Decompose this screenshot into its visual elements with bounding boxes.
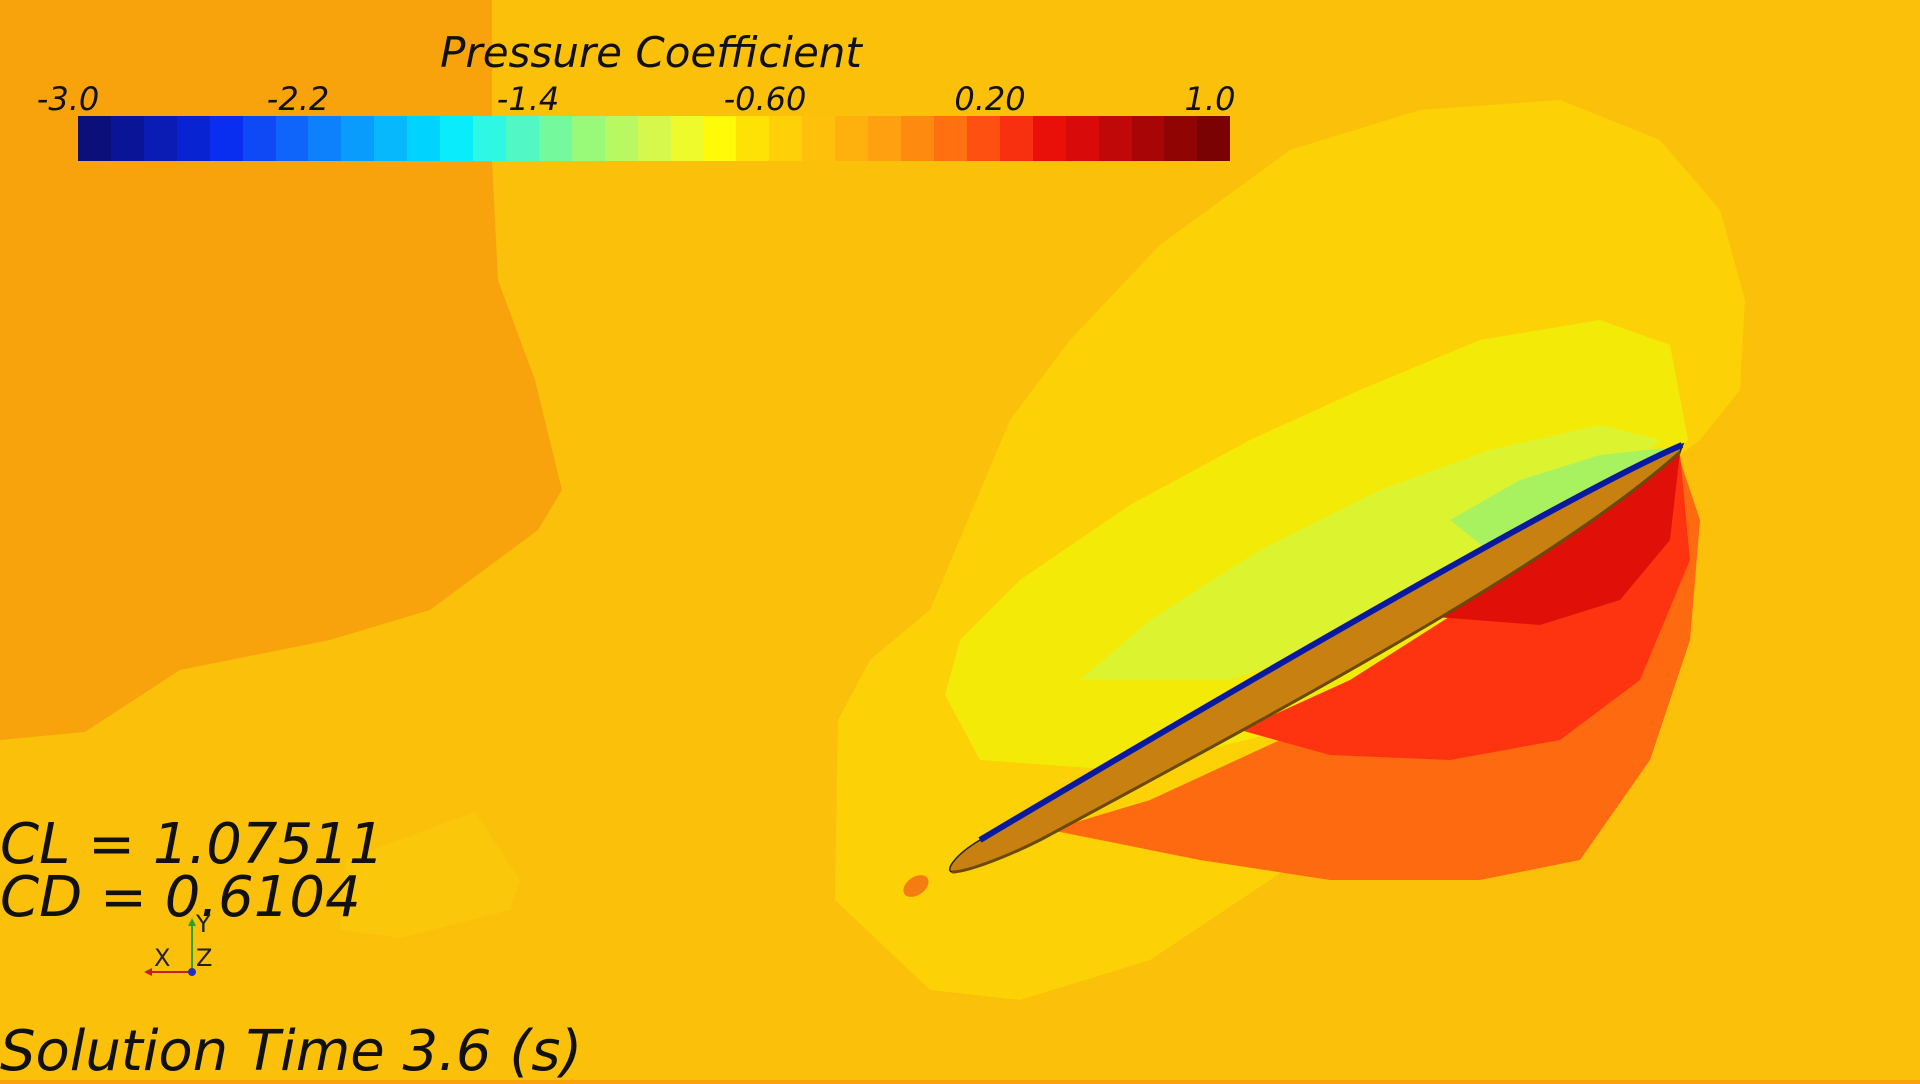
axis-x-label: X: [154, 944, 171, 972]
colorbar-swatch: [1098, 116, 1132, 161]
colorbar-swatch: [571, 116, 605, 161]
colorbar-swatch: [604, 116, 638, 161]
colorbar-swatch: [1164, 116, 1198, 161]
colorbar-swatch: [407, 116, 441, 161]
contour-small-blob: [903, 875, 929, 897]
colorbar-swatch: [966, 116, 1000, 161]
legend-tick-label: -3.0: [36, 80, 100, 118]
colorbar-swatch: [1197, 116, 1231, 161]
axis-y-label: Y: [196, 910, 211, 938]
colorbar-swatch: [242, 116, 276, 161]
colorbar-swatch: [933, 116, 967, 161]
legend-tick-label: -1.4: [496, 80, 560, 118]
legend-tick-label: -0.60: [723, 80, 807, 118]
solution-time-readout: Solution Time 3.6 (s): [0, 1019, 583, 1084]
colorbar-swatch: [374, 116, 408, 161]
colorbar-swatch: [736, 116, 770, 161]
colorbar-swatch: [440, 116, 474, 161]
contour-band-lower-left: [340, 812, 520, 938]
legend-tick-label: 0.20: [954, 80, 1026, 118]
colorbar-swatch: [78, 116, 111, 161]
colorbar-swatch: [802, 116, 836, 161]
airfoil[interactable]: [949, 442, 1685, 874]
colorbar-swatch: [835, 116, 869, 161]
axis-z-label: Z: [196, 944, 213, 972]
colorbar-swatch: [110, 116, 144, 161]
colorbar-swatch: [868, 116, 902, 161]
airfoil-suction-edge: [978, 442, 1684, 843]
colorbar-swatch: [901, 116, 934, 161]
colorbar-swatch: [473, 116, 506, 161]
colorbar-swatch: [505, 116, 539, 161]
colorbar-swatch: [538, 116, 572, 161]
colorbar-swatch: [1032, 116, 1066, 161]
legend-tick-label: 1.0: [1184, 80, 1236, 118]
axis-triad: X Y Z: [140, 910, 220, 982]
colorbar-swatch: [1065, 116, 1099, 161]
drag-coefficient-readout: CD = 0.6104: [0, 865, 361, 930]
legend-colorbar: [78, 116, 1231, 161]
colorbar-swatch: [143, 116, 177, 161]
colorbar-swatch: [308, 116, 342, 161]
colorbar-swatch: [637, 116, 671, 161]
lift-coefficient-readout: CL = 1.07511: [0, 812, 385, 877]
colorbar-swatch: [670, 116, 704, 161]
colorbar-swatch: [176, 116, 210, 161]
colorbar-swatch: [769, 116, 803, 161]
airfoil-pressure-edge: [951, 450, 1682, 874]
colorbar-swatch: [703, 116, 737, 161]
legend-tick-label: -2.2: [266, 80, 330, 118]
colorbar-swatch: [341, 116, 375, 161]
colorbar-swatch: [275, 116, 309, 161]
colorbar-swatch: [209, 116, 243, 161]
colorbar-swatch: [1131, 116, 1165, 161]
colorbar-swatch: [999, 116, 1033, 161]
legend-title: Pressure Coefficient: [440, 28, 862, 77]
axis-triad-icon: [144, 918, 196, 976]
